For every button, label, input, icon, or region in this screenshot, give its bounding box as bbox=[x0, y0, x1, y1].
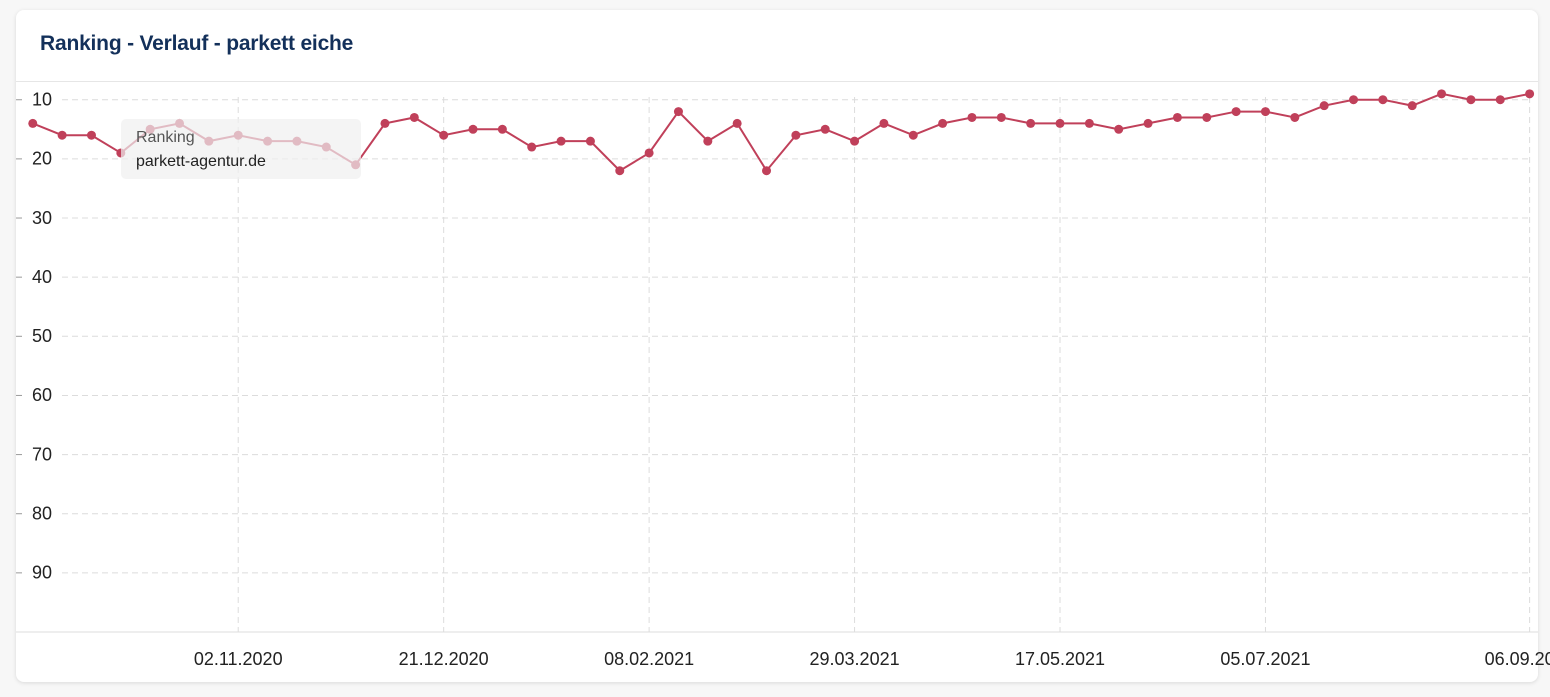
data-point bbox=[86, 130, 96, 140]
data-point bbox=[1466, 95, 1476, 105]
x-tick-label: 17.05.2021 bbox=[1015, 649, 1105, 669]
data-point bbox=[439, 130, 449, 140]
data-point bbox=[57, 130, 67, 140]
y-tick-label: 80 bbox=[32, 503, 52, 523]
data-point bbox=[28, 118, 38, 128]
data-point bbox=[1290, 112, 1300, 122]
x-tick-label: 29.03.2021 bbox=[810, 649, 900, 669]
y-tick-label: 70 bbox=[32, 444, 52, 464]
y-tick-label: 90 bbox=[32, 563, 52, 583]
data-point bbox=[1026, 118, 1036, 128]
data-point bbox=[1525, 89, 1535, 99]
data-point bbox=[1319, 101, 1329, 111]
separator bbox=[16, 81, 1538, 82]
x-tick-label: 21.12.2020 bbox=[399, 649, 489, 669]
data-point bbox=[1055, 118, 1065, 128]
data-point bbox=[1260, 107, 1270, 117]
chart-title: Ranking - Verlauf - parkett eiche bbox=[40, 32, 354, 55]
y-tick-label: 20 bbox=[32, 149, 52, 169]
x-tick-label: 02.11.2020 bbox=[194, 649, 283, 669]
y-tick-label: 10 bbox=[32, 89, 52, 109]
y-tick-label: 40 bbox=[32, 267, 52, 287]
y-tick-label: 30 bbox=[32, 208, 52, 228]
x-tick-label: 08.02.2021 bbox=[604, 649, 694, 669]
data-point bbox=[1495, 95, 1505, 105]
tooltip-box bbox=[121, 119, 361, 179]
y-tick-label: 60 bbox=[32, 385, 52, 405]
y-tick-label: 50 bbox=[32, 326, 52, 346]
data-point bbox=[850, 136, 860, 146]
tooltip-title: Ranking bbox=[136, 129, 195, 146]
data-point bbox=[468, 124, 478, 134]
data-point bbox=[879, 118, 889, 128]
data-point bbox=[673, 107, 683, 117]
data-point bbox=[527, 142, 537, 152]
data-point bbox=[497, 124, 507, 134]
data-point bbox=[1231, 107, 1241, 117]
data-point bbox=[1084, 118, 1094, 128]
data-point bbox=[380, 118, 390, 128]
data-point bbox=[1378, 95, 1388, 105]
data-point bbox=[703, 136, 713, 146]
data-point bbox=[1407, 101, 1417, 111]
data-point bbox=[791, 130, 801, 140]
data-point bbox=[1437, 89, 1447, 99]
x-tick-label: 05.07.2021 bbox=[1220, 649, 1310, 669]
data-point bbox=[1114, 124, 1124, 134]
data-point bbox=[1349, 95, 1359, 105]
data-point bbox=[908, 130, 918, 140]
data-point bbox=[585, 136, 595, 146]
data-point bbox=[938, 118, 948, 128]
x-tick-label: 06.09.2021 bbox=[1485, 649, 1550, 669]
data-point bbox=[1143, 118, 1153, 128]
data-point bbox=[820, 124, 830, 134]
tooltip-text: parkett-agentur.de bbox=[136, 153, 266, 170]
data-point bbox=[1172, 112, 1182, 122]
data-point bbox=[1202, 112, 1212, 122]
data-point bbox=[762, 166, 772, 176]
data-point bbox=[967, 112, 977, 122]
data-point bbox=[644, 148, 654, 158]
data-point bbox=[732, 118, 742, 128]
data-point bbox=[615, 166, 625, 176]
data-point bbox=[409, 112, 419, 122]
data-point bbox=[996, 112, 1006, 122]
data-point bbox=[556, 136, 566, 146]
